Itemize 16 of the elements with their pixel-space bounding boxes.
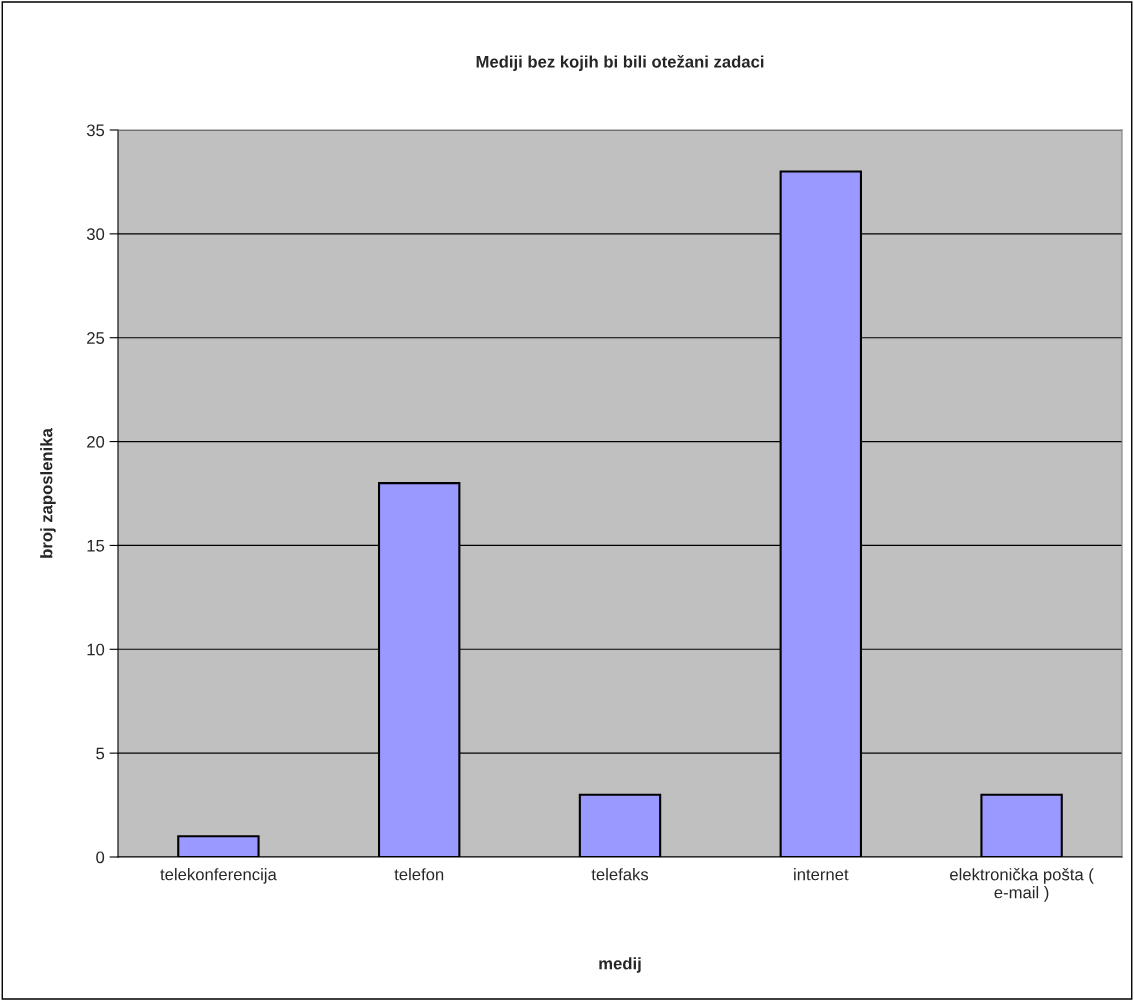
x-tick-label: internet <box>794 868 849 881</box>
x-tick-label: telekonferencija <box>160 868 277 884</box>
y-axis-title: broj zaposlenika <box>40 428 56 558</box>
chart-title: Mediji bez kojih bi bili otežani zadaci <box>476 55 764 71</box>
y-tick-label: 10 <box>87 643 105 656</box>
y-tick-label: 0 <box>96 851 105 864</box>
x-axis-title: medij <box>599 957 641 973</box>
x-tick-label: telefaks <box>591 868 649 881</box>
y-tick-label: 25 <box>87 332 105 344</box>
y-tick-label: 15 <box>87 540 105 552</box>
x-tick-label: elektronička pošta ( e-mail ) <box>950 868 1094 902</box>
y-tick-label: 35 <box>86 124 105 137</box>
x-tick-label: telefon <box>394 868 444 881</box>
y-tick-label: 30 <box>86 228 105 241</box>
y-tick-label: 5 <box>96 747 105 760</box>
y-tick-label: 20 <box>87 435 105 448</box>
